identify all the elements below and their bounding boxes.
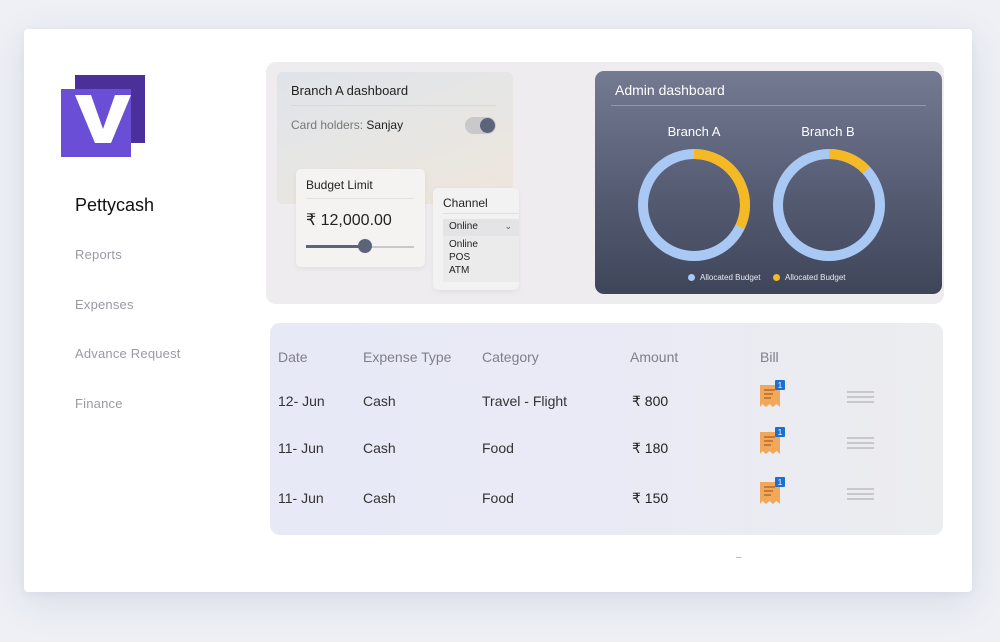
legend-label: Allocated Budget <box>785 273 846 282</box>
divider <box>443 213 519 214</box>
legend-item: Allocated Budget <box>773 273 846 282</box>
receipt-icon[interactable]: 1 <box>759 426 785 456</box>
legend-dot-blue <box>688 274 695 281</box>
row-menu-icon[interactable] <box>847 391 874 405</box>
card-holders-label: Card holders: <box>291 118 364 132</box>
budget-slider-handle[interactable] <box>358 239 373 253</box>
sidebar-item-advance-request[interactable]: Advance Request <box>75 346 181 361</box>
sidebar-item-expenses[interactable]: Expenses <box>75 297 134 312</box>
bill-count-badge: 1 <box>778 428 783 437</box>
cell-expense-type: Cash <box>363 440 396 456</box>
card-holders-toggle[interactable] <box>465 117 496 134</box>
receipt-icon[interactable]: 1 <box>759 476 785 506</box>
divider <box>291 105 496 106</box>
channel-selected-value: Online <box>449 221 478 232</box>
card-holders-value: Sanjay <box>366 118 404 132</box>
channel-option-pos[interactable]: POS <box>449 252 471 263</box>
logo-v-mark <box>75 95 131 143</box>
admin-dashboard-title: Admin dashboard <box>615 82 725 98</box>
branch-dashboard-title: Branch A dashboard <box>291 83 409 98</box>
cell-category: Food <box>482 440 514 456</box>
donut-chart-branch-b <box>773 149 885 261</box>
cell-amount: ₹ 150 <box>632 490 669 506</box>
donut-chart-branch-a <box>638 149 750 261</box>
channel-option-online[interactable]: Online <box>449 239 478 250</box>
receipt-icon[interactable]: 1 <box>759 379 785 409</box>
column-header-date[interactable]: Date <box>278 349 308 365</box>
channel-select[interactable]: Online ⌄ <box>443 219 519 236</box>
cell-category: Food <box>482 490 514 506</box>
row-menu-icon[interactable] <box>847 488 874 502</box>
chevron-down-icon: ⌄ <box>504 221 512 231</box>
cell-date: 12- Jun <box>278 393 325 409</box>
cell-amount: ₹ 800 <box>632 393 669 409</box>
brand-name: Pettycash <box>75 195 155 215</box>
donut-label-branch-a: Branch A <box>667 124 721 139</box>
legend-label: Allocated Budget <box>700 273 761 282</box>
donut-used-arc <box>638 149 750 261</box>
cell-amount: ₹ 180 <box>632 440 669 456</box>
legend-dot-yellow <box>773 274 780 281</box>
budget-limit-value: ₹ 12,000.00 <box>306 212 392 229</box>
legend-item: Allocated Budget <box>688 273 761 282</box>
app-logo <box>61 75 145 157</box>
column-header-amount[interactable]: Amount <box>630 349 679 365</box>
footer-mark: – <box>736 552 742 563</box>
divider <box>611 105 926 106</box>
column-header-expense-type[interactable]: Expense Type <box>363 349 452 365</box>
bill-count-badge: 1 <box>778 478 783 487</box>
budget-limit-label: Budget Limit <box>306 178 373 192</box>
channel-option-atm[interactable]: ATM <box>449 265 470 276</box>
toggle-knob <box>480 118 495 133</box>
donut-label-branch-b: Branch B <box>801 124 855 139</box>
cell-category: Travel - Flight <box>482 393 568 409</box>
card-holders-text: Card holders: Sanjay <box>291 118 403 132</box>
budget-slider-fill <box>306 245 366 248</box>
cell-date: 11- Jun <box>278 490 324 506</box>
column-header-bill[interactable]: Bill <box>760 349 779 365</box>
bill-count-badge: 1 <box>778 381 783 390</box>
column-header-category[interactable]: Category <box>482 349 539 365</box>
cell-expense-type: Cash <box>363 393 396 409</box>
channel-dropdown-list <box>443 236 519 282</box>
cell-date: 11- Jun <box>278 440 324 456</box>
donut-used-arc <box>773 149 885 261</box>
cell-expense-type: Cash <box>363 490 396 506</box>
sidebar-item-reports[interactable]: Reports <box>75 247 122 262</box>
row-menu-icon[interactable] <box>847 437 874 451</box>
sidebar-item-finance[interactable]: Finance <box>75 396 123 411</box>
expenses-table <box>270 323 943 535</box>
channel-label: Channel <box>443 196 488 210</box>
divider <box>306 198 414 199</box>
